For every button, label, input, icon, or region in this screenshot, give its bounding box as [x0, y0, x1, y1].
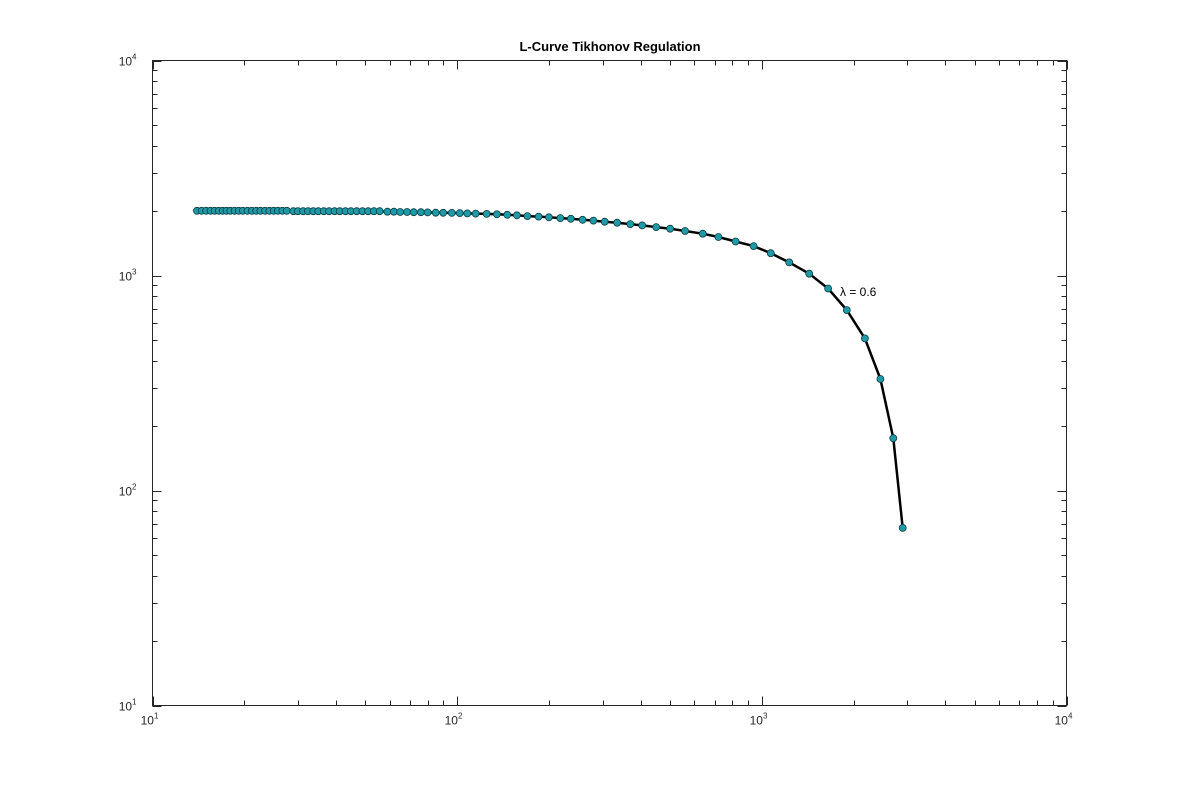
data-point [439, 208, 448, 217]
data-point [416, 208, 425, 217]
data-point [431, 208, 440, 217]
x-tick-exponent: 1 [154, 712, 159, 721]
data-point [731, 237, 740, 246]
data-point [626, 220, 635, 229]
data-point [876, 375, 885, 383]
y-tick-exponent: 4 [132, 53, 137, 62]
x-tick-exponent: 2 [458, 712, 463, 721]
data-point [652, 223, 661, 232]
data-point [513, 211, 521, 220]
y-tick-exponent: 3 [132, 268, 137, 277]
y-tick-exponent: 1 [132, 698, 137, 707]
data-point [842, 306, 851, 315]
data-markers [193, 206, 907, 532]
data-point [578, 215, 587, 224]
data-point [613, 218, 621, 227]
data-point [589, 216, 598, 225]
x-tick-exponent: 3 [763, 712, 768, 721]
data-point [749, 242, 758, 251]
plot-area [152, 60, 1067, 706]
minor-ticks [152, 60, 1067, 706]
data-point [282, 206, 291, 215]
data-point [889, 434, 898, 443]
data-point [766, 249, 775, 258]
data-point [545, 213, 553, 222]
data-point [396, 208, 405, 216]
data-point [463, 209, 472, 218]
data-point [534, 212, 543, 221]
data-point [566, 214, 575, 223]
data-point [447, 208, 456, 217]
data-point [785, 258, 794, 267]
data-point [492, 210, 501, 219]
major-ticks [152, 60, 1068, 707]
chart-title: L-Curve Tikhonov Regulation [519, 39, 700, 54]
data-point [455, 209, 464, 218]
data-point [861, 334, 869, 343]
data-point [805, 269, 814, 278]
lambda-annotation: λ = 0.6 [840, 285, 877, 299]
data-point [523, 212, 532, 221]
data-point [600, 217, 609, 226]
data-point [503, 210, 512, 219]
data-point [482, 209, 491, 218]
data-point [375, 207, 384, 216]
x-tick-exponent: 4 [1068, 712, 1073, 721]
data-point [698, 229, 707, 238]
data-point [681, 227, 689, 235]
data-point [898, 524, 907, 532]
data-point [556, 214, 565, 223]
data-point [471, 209, 480, 218]
data-point [666, 224, 674, 233]
data-point [383, 207, 392, 216]
y-tick-exponent: 2 [132, 483, 137, 492]
data-point [824, 284, 832, 293]
data-point [638, 221, 647, 230]
data-point [714, 233, 723, 241]
data-point [409, 208, 418, 217]
data-point [423, 208, 432, 217]
data-point [403, 208, 412, 216]
